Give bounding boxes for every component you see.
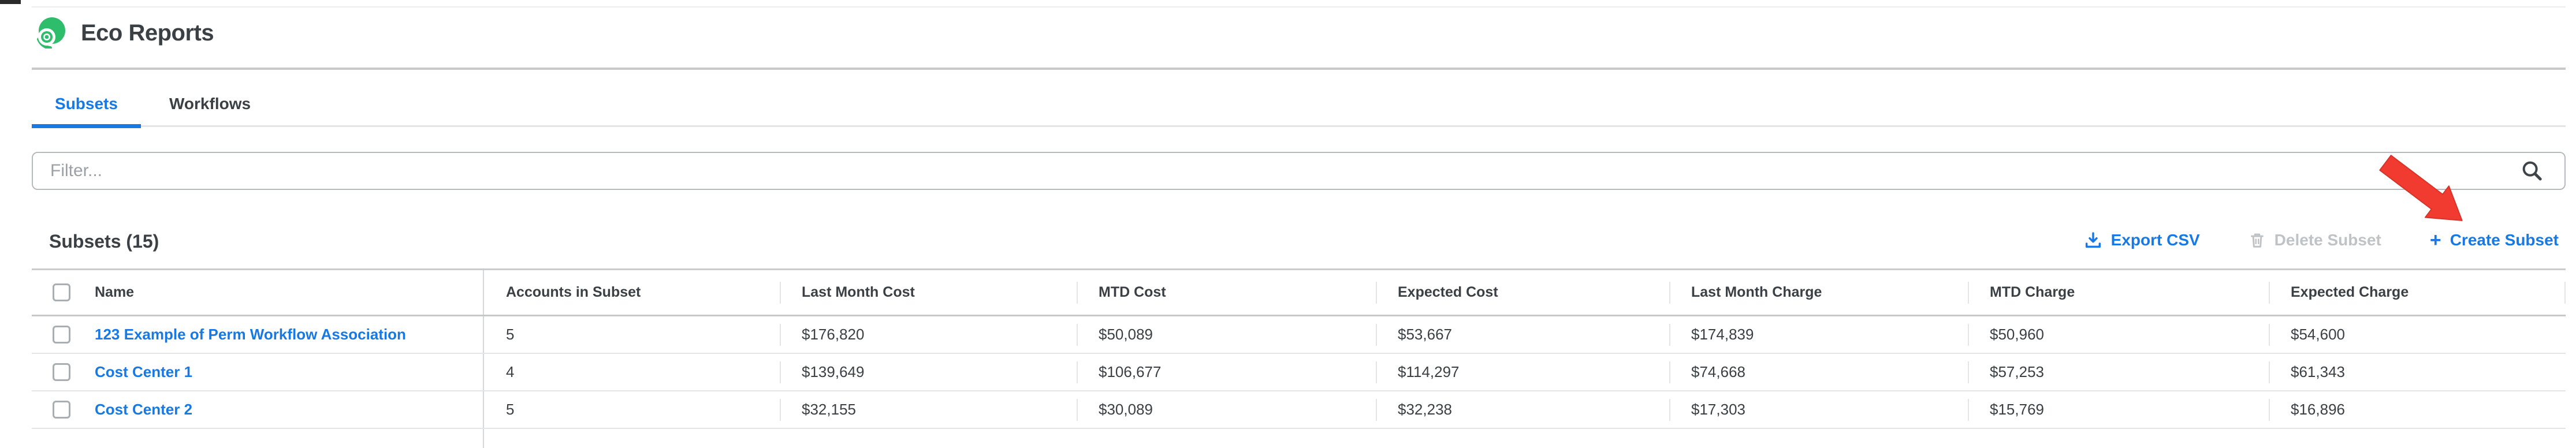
download-icon — [2084, 231, 2102, 249]
cell-last-month-cost: $32,155 — [780, 391, 1077, 428]
subset-name-link[interactable]: 123 Example of Perm Workflow Association — [95, 326, 406, 344]
cell-mtd-cost: $30,089 — [1077, 391, 1376, 428]
cell-mtd-cost: $50,089 — [1077, 316, 1376, 353]
tab-workflows[interactable]: Workflows — [168, 82, 252, 125]
top-divider — [32, 6, 2566, 8]
cell-expected-charge: $54,600 — [2269, 316, 2566, 353]
cell-last-month-charge: $74,668 — [1669, 354, 1968, 390]
cell-mtd-charge: $50,960 — [1968, 316, 2269, 353]
table-row: Cost Center 2 5 $32,155 $30,089 $32,238 … — [32, 391, 2566, 429]
header-cell-last-month-cost: Last Month Cost — [780, 270, 1077, 315]
tab-subsets-label: Subsets — [55, 95, 118, 113]
cell-accounts: 5 — [483, 391, 780, 428]
header-divider — [32, 68, 2566, 70]
header-cell-name: Name — [32, 270, 483, 315]
filter-bar — [32, 152, 2566, 190]
cell-last-month-cost: $176,820 — [780, 316, 1077, 353]
header-cell-expected-cost: Expected Cost — [1376, 270, 1669, 315]
cell-name: Cost Center 2 — [32, 391, 483, 428]
row-checkbox[interactable] — [53, 326, 70, 344]
header-cell-mtd-cost: MTD Cost — [1077, 270, 1376, 315]
cell-accounts — [483, 429, 780, 448]
cell-mtd-cost: $106,677 — [1077, 354, 1376, 390]
subsets-count-heading: Subsets (15) — [49, 231, 159, 252]
delete-subset-button[interactable]: Delete Subset — [2249, 231, 2381, 249]
cell-name: Cost Center 1 — [32, 354, 483, 390]
cell-expected-cost: $114,297 — [1376, 354, 1669, 390]
header-cell-expected-charge: Expected Charge — [2269, 270, 2566, 315]
eco-logo-icon — [36, 17, 67, 48]
cell-accounts: 4 — [483, 354, 780, 390]
export-csv-label: Export CSV — [2111, 231, 2200, 249]
cell-last-month-charge: $17,303 — [1669, 391, 1968, 428]
filter-input[interactable] — [32, 152, 2566, 190]
cell-expected-cost: $53,667 — [1376, 316, 1669, 353]
screen-corner-artifact — [0, 0, 21, 4]
toolbar: Export CSV Delete Subset + Create Subset — [2084, 226, 2559, 254]
app-header: Eco Reports — [36, 17, 214, 48]
cell-mtd-charge: $15,769 — [1968, 391, 2269, 428]
cell-expected-charge: $61,343 — [2269, 354, 2566, 390]
cell-expected-charge: $16,896 — [2269, 391, 2566, 428]
row-checkbox[interactable] — [53, 401, 70, 419]
select-all-checkbox[interactable] — [53, 283, 70, 301]
cell-mtd-charge: $57,253 — [1968, 354, 2269, 390]
header-name-label: Name — [95, 284, 134, 301]
table-row: Cost Center 1 4 $139,649 $106,677 $114,2… — [32, 354, 2566, 391]
create-subset-label: Create Subset — [2450, 231, 2559, 249]
cell-expected-cost: $32,238 — [1376, 391, 1669, 428]
page-title: Eco Reports — [81, 20, 214, 46]
tab-workflows-label: Workflows — [169, 95, 251, 113]
trash-icon — [2249, 231, 2266, 249]
table-header-row: Name Accounts in Subset Last Month Cost … — [32, 268, 2566, 316]
table-row-partial — [32, 429, 2566, 448]
plus-icon: + — [2430, 230, 2441, 250]
cell-accounts: 5 — [483, 316, 780, 353]
export-csv-button[interactable]: Export CSV — [2084, 231, 2200, 249]
subsets-table: Name Accounts in Subset Last Month Cost … — [32, 268, 2566, 448]
delete-subset-label: Delete Subset — [2275, 231, 2381, 249]
table-row: 123 Example of Perm Workflow Association… — [32, 316, 2566, 354]
subset-name-link[interactable]: Cost Center 1 — [95, 363, 192, 381]
search-icon[interactable] — [2521, 159, 2544, 182]
cell-last-month-cost: $139,649 — [780, 354, 1077, 390]
cell-name — [32, 429, 483, 448]
cell-last-month-charge: $174,839 — [1669, 316, 1968, 353]
row-checkbox[interactable] — [53, 363, 70, 381]
tab-subsets[interactable]: Subsets — [32, 82, 141, 125]
header-cell-accounts: Accounts in Subset — [483, 270, 780, 315]
cell-name: 123 Example of Perm Workflow Association — [32, 316, 483, 353]
header-cell-last-month-charge: Last Month Charge — [1669, 270, 1968, 315]
subset-name-link[interactable]: Cost Center 2 — [95, 401, 192, 419]
header-cell-mtd-charge: MTD Charge — [1968, 270, 2269, 315]
create-subset-button[interactable]: + Create Subset — [2430, 230, 2559, 250]
tab-bar: Subsets Workflows — [32, 82, 2566, 127]
